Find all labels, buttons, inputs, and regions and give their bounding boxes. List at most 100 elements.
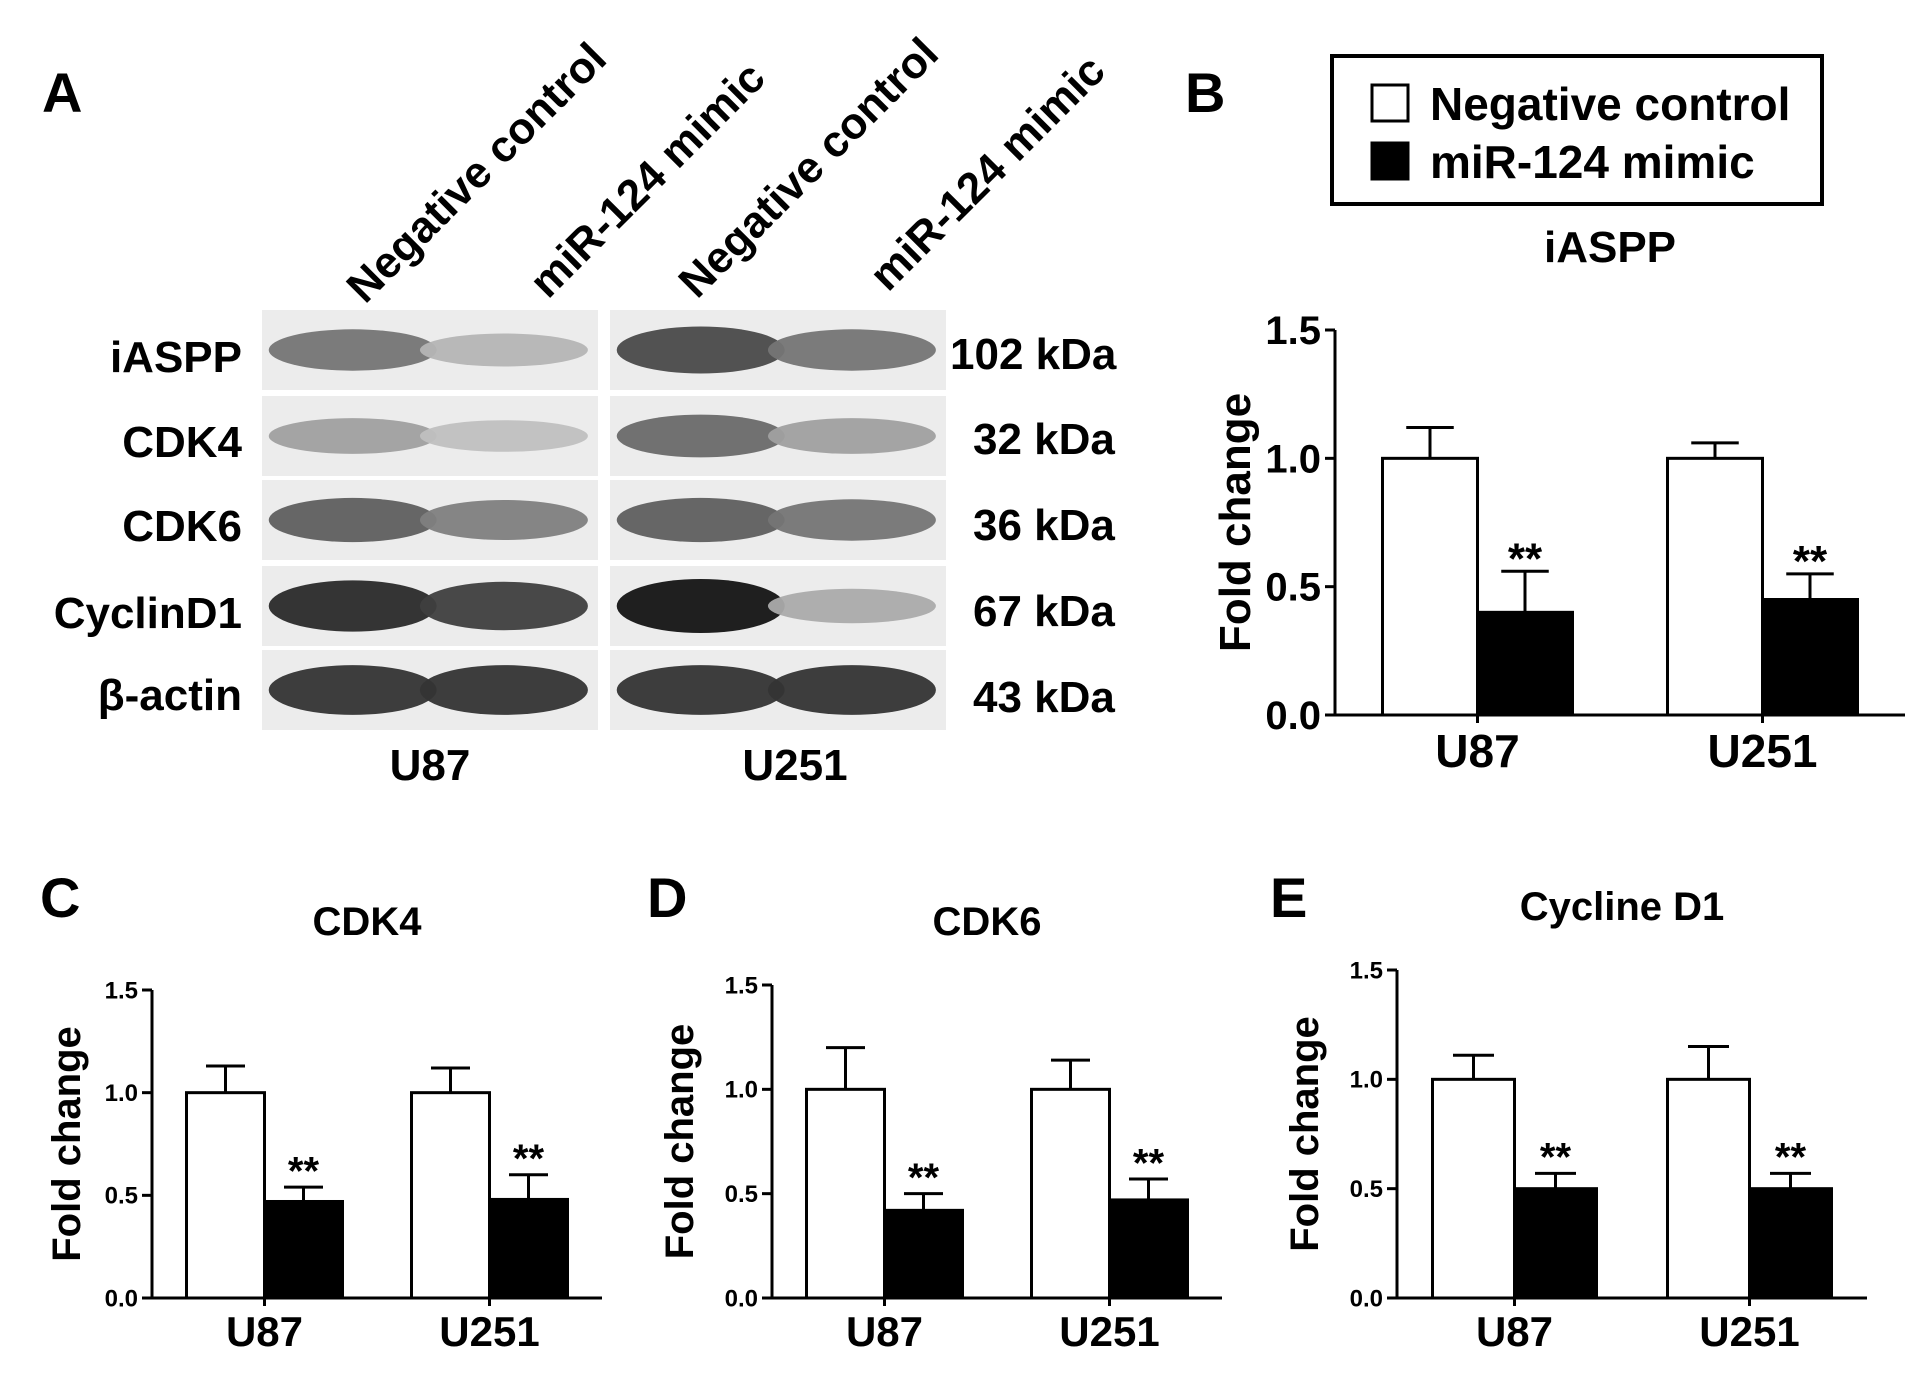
bar-mir124-mimic (1761, 598, 1859, 717)
y-tick-label: 0.5 (1265, 566, 1321, 610)
kda-label-cdk6: 36 kDa (973, 501, 1115, 550)
blot-band (419, 420, 588, 452)
kda-label-cdk4: 32 kDa (973, 415, 1115, 464)
legend-swatch-mir124-mimic (1370, 141, 1410, 181)
legend-swatch-negative-control (1370, 83, 1410, 123)
panel-c-letter: C (40, 866, 80, 929)
y-tick-label: 1.0 (1350, 1067, 1383, 1094)
protein-label-iaspp: iASPP (110, 333, 242, 382)
significance-label: ** (1793, 537, 1828, 586)
y-tick-label: 1.0 (725, 1077, 758, 1104)
panel-e: E Cycline D1 Fold change 0.0 0.5 1.0 1.5 U87 **… (1270, 866, 1867, 1355)
kda-label-beta-actin: 43 kDa (973, 673, 1115, 722)
legend-label-mir124-mimic: miR-124 mimic (1430, 136, 1755, 188)
significance-label: ** (1540, 1136, 1572, 1180)
blot-band (268, 418, 437, 454)
y-tick-label: 0.0 (1350, 1285, 1383, 1312)
y-tick-label: 0.0 (105, 1285, 138, 1312)
blot-band (767, 499, 936, 541)
x-tick-label: U251 (439, 1308, 539, 1355)
protein-label-cdk4: CDK4 (122, 418, 242, 467)
chart-title: CDK4 (313, 900, 423, 944)
y-tick-label: 1.0 (105, 1080, 138, 1107)
significance-label: ** (1508, 534, 1543, 583)
y-tick-label: 1.0 (1265, 437, 1321, 481)
kda-label-iaspp: 102 kDa (950, 330, 1117, 379)
blot-band (268, 580, 437, 632)
panel-d: D CDK6 Fold change 0.0 0.5 1.0 1.5 U87 ** U251 ** (647, 866, 1222, 1355)
bar-negative-control (410, 1091, 491, 1300)
bar-negative-control (1431, 1077, 1516, 1300)
x-tick-label: U251 (1699, 1308, 1799, 1355)
bar-mir124-mimic (883, 1208, 964, 1300)
panel-e-letter: E (1270, 866, 1307, 929)
significance-label: ** (908, 1156, 940, 1200)
protein-label-beta-actin: β-actin (98, 671, 242, 720)
blot-image (262, 310, 946, 730)
legend: Negative control miR-124 mimic (1330, 54, 1824, 206)
x-tick-label: U87 (226, 1308, 303, 1355)
blot-band (767, 665, 936, 715)
x-tick-label: U251 (1708, 725, 1818, 777)
y-axis-label: Fold change (1283, 1016, 1327, 1252)
x-tick-label: U87 (846, 1308, 923, 1355)
bar-negative-control (805, 1087, 886, 1300)
blot-band (419, 500, 588, 540)
bar-negative-control (1381, 456, 1479, 717)
blot-band (616, 665, 785, 715)
blot-band (419, 333, 588, 367)
significance-label: ** (513, 1137, 545, 1181)
blot-band (616, 497, 785, 543)
blot-band (268, 497, 437, 543)
protein-label-cyclind1: CyclinD1 (54, 589, 242, 638)
bar-mir124-mimic (1108, 1198, 1189, 1300)
panel-a: A Negative control miR-124 mimic Negativ… (42, 29, 1117, 790)
y-axis-label: Fold change (658, 1024, 702, 1260)
legend-label-negative-control: Negative control (1430, 78, 1790, 130)
y-tick-label: 0.5 (725, 1181, 758, 1208)
y-tick-label: 1.5 (725, 972, 758, 999)
bar-mir124-mimic (1748, 1187, 1833, 1300)
chart-title: iASPP (1544, 223, 1676, 272)
bar-negative-control (1666, 1077, 1751, 1300)
bar-mir124-mimic (1476, 610, 1574, 717)
blot-band (616, 326, 785, 374)
x-tick-label: U87 (1435, 725, 1519, 777)
blot-band (616, 414, 785, 458)
y-tick-label: 0.5 (105, 1183, 138, 1210)
blot-band (268, 665, 437, 715)
blot-band (268, 329, 437, 371)
blot-band (767, 588, 936, 624)
bar-mir124-mimic (263, 1199, 344, 1300)
panel-a-letter: A (42, 61, 82, 124)
blot-band (767, 418, 936, 454)
chart-c: CDK4 Fold change 0.0 0.5 1.0 1.5 U87 ** U251 ** (45, 900, 602, 1355)
protein-label-cdk6: CDK6 (122, 502, 242, 551)
y-tick-label: 1.5 (105, 977, 138, 1004)
blot-band (419, 665, 588, 715)
bar-negative-control (185, 1091, 266, 1300)
y-tick-label: 0.5 (1350, 1176, 1383, 1203)
panel-d-letter: D (647, 866, 687, 929)
blot-band (419, 581, 588, 631)
y-tick-label: 0.0 (1265, 694, 1321, 738)
cell-line-u251: U251 (742, 741, 847, 790)
cell-line-u87: U87 (390, 741, 471, 790)
significance-label: ** (1133, 1141, 1165, 1185)
chart-title: CDK6 (933, 900, 1042, 944)
y-tick-label: 1.5 (1265, 309, 1321, 353)
chart-d: CDK6 Fold change 0.0 0.5 1.0 1.5 U87 ** U251 ** (658, 900, 1222, 1355)
significance-label: ** (288, 1149, 320, 1193)
chart-title: Cycline D1 (1520, 885, 1725, 929)
panel-c: C CDK4 Fold change 0.0 0.5 1.0 1.5 U87 ** U251 ** (40, 866, 602, 1355)
x-tick-label: U251 (1059, 1308, 1159, 1355)
blot-band (767, 329, 936, 371)
y-tick-label: 1.5 (1350, 957, 1383, 984)
panel-b-letter: B (1185, 61, 1225, 124)
legend-box (1330, 54, 1824, 206)
bar-mir124-mimic (1513, 1187, 1598, 1300)
blot-band (616, 579, 785, 633)
